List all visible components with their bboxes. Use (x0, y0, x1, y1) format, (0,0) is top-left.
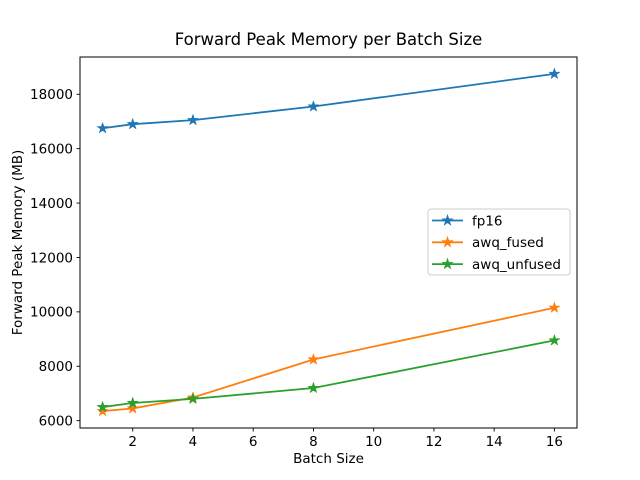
legend-label-fp16: fp16 (472, 213, 503, 229)
y-tick-label: 12000 (30, 250, 73, 266)
x-tick-label: 14 (486, 434, 503, 450)
legend-marker-fp16 (441, 213, 454, 226)
x-tick-label: 2 (128, 434, 137, 450)
y-tick-label: 10000 (30, 305, 73, 321)
legend-label-awq_unfused: awq_unfused (472, 257, 561, 273)
x-tick-label: 10 (365, 434, 382, 450)
series-marker-fp16 (187, 114, 199, 125)
series-marker-awq_unfused (127, 397, 139, 408)
series-marker-fp16 (548, 67, 561, 79)
series-marker-awq_fused (127, 402, 139, 414)
x-tick-label: 16 (546, 434, 563, 450)
series-marker-fp16 (307, 100, 320, 112)
x-tick-label: 8 (309, 434, 318, 450)
y-tick-label: 14000 (30, 196, 73, 212)
y-axis: 6000 8000 10000 12000 14000 16000 18000 (30, 87, 80, 429)
series-marker-fp16 (96, 122, 109, 134)
y-tick-label: 6000 (39, 413, 73, 429)
series-marker-awq_unfused (96, 401, 109, 412)
x-tick-label: 4 (189, 434, 198, 450)
series-marker-awq_fused (548, 301, 561, 313)
series-group (96, 67, 561, 416)
legend: fp16 awq_fused awq_unfused (427, 208, 571, 276)
y-tick-label: 8000 (39, 359, 73, 375)
chart-title: Forward Peak Memory per Batch Size (175, 30, 483, 49)
x-axis: 2 4 6 8 10 12 14 16 (128, 428, 563, 450)
series-marker-awq_fused (307, 353, 320, 365)
series-marker-awq_unfused (187, 392, 199, 404)
legend-label-awq_fused: awq_fused (472, 235, 544, 251)
series-marker-awq_unfused (548, 334, 561, 346)
x-tick-label: 6 (249, 434, 258, 450)
legend-marker-awq_unfused (441, 257, 454, 270)
y-tick-label: 18000 (30, 87, 73, 103)
y-tick-label: 16000 (30, 141, 73, 157)
x-axis-label: Batch Size (293, 451, 364, 467)
legend-box (427, 208, 571, 276)
series-marker-fp16 (127, 118, 139, 130)
x-tick-label: 12 (425, 434, 442, 450)
y-axis-label: Forward Peak Memory (MB) (10, 150, 26, 336)
legend-marker-awq_fused (441, 235, 454, 248)
series-marker-awq_fused (96, 405, 109, 416)
series-marker-awq_unfused (307, 382, 320, 393)
plot-border-spines (79, 56, 578, 429)
